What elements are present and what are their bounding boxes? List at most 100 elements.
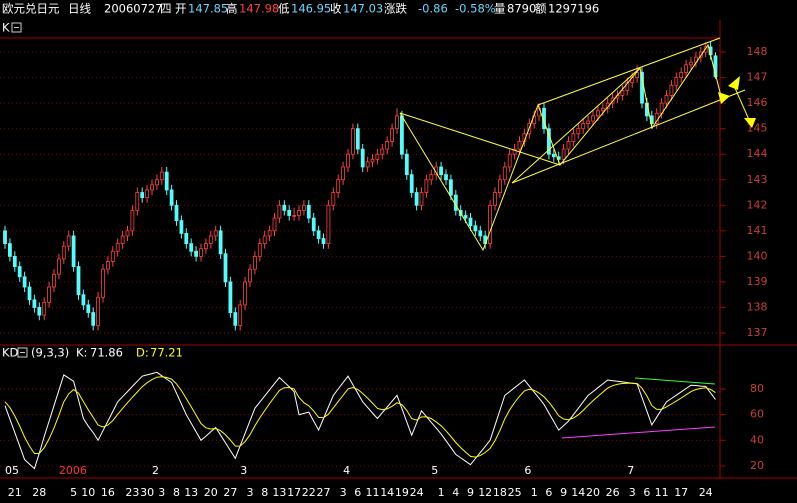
x-tick-label: 3 [247, 486, 254, 499]
candle-body [164, 171, 169, 191]
candle-body [463, 215, 468, 219]
y-tick-label: 141 [747, 224, 768, 237]
candle-body [57, 258, 61, 275]
y-tick-label: 144 [747, 147, 768, 160]
candle-body [439, 166, 444, 176]
candle-body [277, 204, 282, 219]
y-tick-label: 147 [747, 71, 768, 84]
candle-body [576, 128, 581, 135]
arrow [728, 76, 740, 90]
x-tick-label: 9 [467, 486, 474, 499]
x-tick-label: 8 [261, 486, 268, 499]
candle-body [596, 110, 600, 117]
open-value: 147.85 [188, 2, 228, 16]
candle-body [179, 220, 184, 234]
divergence-line [634, 377, 716, 385]
date: 20060727 [104, 2, 163, 16]
candle-body [336, 179, 341, 193]
indicator-line [4, 371, 716, 470]
candle-body [61, 245, 66, 260]
candle-body [399, 115, 404, 155]
candle-body [115, 243, 120, 252]
candle-body [414, 192, 419, 206]
x-tick-label: 20 [204, 486, 218, 499]
x-tick-label: 10 [81, 486, 95, 499]
candle-body [493, 192, 497, 206]
candle-body [233, 312, 238, 326]
x-tick-label: 16 [101, 486, 115, 499]
month-label: 5 [431, 464, 438, 477]
x-tick-label: 14 [571, 486, 585, 499]
candle-body [292, 215, 297, 217]
candle-body [120, 235, 125, 245]
candle-body [703, 46, 708, 53]
candle-body [287, 210, 292, 216]
month-label: 4 [343, 464, 350, 477]
candle-body [448, 179, 453, 196]
close-label: 收 [330, 2, 342, 16]
period: 日线 [68, 2, 91, 16]
x-tick-label: 6 [643, 486, 650, 499]
y-tick-label: 146 [747, 96, 768, 109]
arrow [718, 92, 730, 104]
candle-body [12, 255, 17, 267]
candle-body [429, 174, 434, 181]
y-tick-label: 143 [747, 173, 768, 186]
candle-body [713, 55, 718, 78]
x-tick-label: 6 [545, 486, 552, 499]
month-label: 2006 [59, 464, 87, 477]
candle-body [297, 210, 301, 216]
y-tick-label: 20 [750, 459, 764, 472]
instrument: 欧元兑日元 [2, 2, 60, 16]
x-tick-label: 9 [560, 486, 567, 499]
x-tick-label: 13 [272, 486, 286, 499]
candle-body [7, 243, 12, 257]
collapse-icon[interactable] [17, 347, 28, 358]
y-tick-label: 139 [747, 275, 768, 288]
y-tick-label: 142 [747, 198, 768, 211]
candle-body [341, 166, 346, 181]
candle-body [507, 153, 512, 168]
y-tick-label: 80 [750, 382, 764, 395]
x-tick-label: 17 [674, 486, 688, 499]
x-tick-label: 3 [158, 486, 165, 499]
candle-body [243, 281, 248, 306]
x-tick-label: 20 [586, 486, 600, 499]
volume-value: 8790 [507, 2, 536, 16]
month-label: 6 [524, 464, 531, 477]
candle-body [674, 77, 679, 86]
candle-body [600, 107, 605, 112]
arrow [744, 118, 756, 128]
candle-body [140, 192, 145, 199]
candle-body [586, 120, 590, 124]
candle-body [27, 286, 32, 301]
high-label: 高 [226, 2, 238, 16]
candle-body [370, 158, 375, 163]
candle-body [3, 230, 7, 245]
month-label: 3 [240, 464, 247, 477]
candle-body [669, 84, 674, 96]
candle-body [620, 89, 625, 96]
candle-body [468, 217, 473, 227]
collapse-icon[interactable] [11, 22, 22, 33]
candle-body [444, 174, 448, 181]
candle-body [203, 243, 208, 250]
candle-body [282, 204, 287, 211]
wave-line [399, 43, 723, 252]
y-tick-label: 140 [747, 249, 768, 262]
x-tick-label: 8 [173, 486, 180, 499]
candle-body [390, 128, 395, 142]
panel-label: K [2, 21, 10, 35]
indicator-line [4, 376, 716, 458]
month-label: 7 [627, 464, 634, 477]
channel-line [511, 67, 641, 184]
candle-body [37, 307, 42, 316]
x-tick-label: 6 [354, 486, 361, 499]
x-tick-label: 11 [366, 486, 380, 499]
candle-body [154, 179, 159, 186]
candle-body [512, 148, 517, 155]
candle-body [135, 192, 140, 211]
arrow-shaft [734, 87, 751, 123]
candle-body [689, 61, 693, 66]
x-tick-label: 17 [287, 486, 301, 499]
